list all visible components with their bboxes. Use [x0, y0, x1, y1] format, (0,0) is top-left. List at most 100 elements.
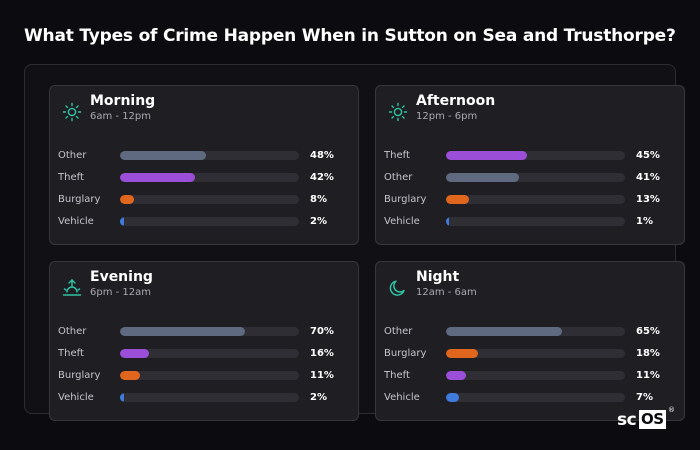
value-label: 70%: [310, 326, 334, 337]
bar-row: Burglary 13%: [376, 192, 686, 208]
value-label: 7%: [636, 392, 653, 403]
bar-row: Other 65%: [376, 324, 686, 340]
bar-row: Theft 42%: [50, 170, 360, 186]
sun-icon: [62, 102, 82, 122]
value-label: 45%: [636, 150, 660, 161]
bar-burglary: [120, 195, 134, 204]
category-label: Burglary: [384, 348, 427, 359]
value-label: 16%: [310, 348, 334, 359]
bar-row: Other 41%: [376, 170, 686, 186]
category-label: Other: [58, 326, 87, 337]
bar-track: [446, 151, 625, 160]
category-label: Vehicle: [384, 392, 420, 403]
bar-row: Other 70%: [50, 324, 360, 340]
card-title: Evening: [90, 269, 153, 285]
card-title: Night: [416, 269, 460, 285]
bar-track: [120, 327, 299, 336]
bar-track: [446, 217, 625, 226]
bar-vehicle: [120, 217, 124, 226]
bar-theft: [120, 349, 149, 358]
scos-logo: sc OS ®: [617, 406, 677, 432]
value-label: 8%: [310, 194, 327, 205]
bar-track: [120, 195, 299, 204]
category-label: Burglary: [58, 370, 101, 381]
card-evening: Evening 6pm - 12am Other 70% Theft 16% Burglar…: [49, 261, 359, 421]
bar-row: Other 48%: [50, 148, 360, 164]
value-label: 11%: [310, 370, 334, 381]
card-afternoon: Afternoon 12pm - 6pm Theft 45% Other 41% Burgl…: [375, 85, 685, 245]
bar-track: [120, 393, 299, 402]
value-label: 42%: [310, 172, 334, 183]
bar-burglary: [446, 195, 469, 204]
bar-row: Vehicle 7%: [376, 390, 686, 406]
bar-row: Vehicle 2%: [50, 214, 360, 230]
bar-vehicle: [120, 393, 124, 402]
bar-row: Theft 45%: [376, 148, 686, 164]
bar-other: [120, 327, 245, 336]
bar-row: Burglary 18%: [376, 346, 686, 362]
bar-track: [446, 371, 625, 380]
category-label: Vehicle: [58, 216, 94, 227]
bar-row: Burglary 8%: [50, 192, 360, 208]
card-title: Afternoon: [416, 93, 496, 109]
value-label: 48%: [310, 150, 334, 161]
bar-track: [120, 151, 299, 160]
bar-row: Theft 11%: [376, 368, 686, 384]
value-label: 2%: [310, 392, 327, 403]
category-label: Other: [384, 172, 413, 183]
category-label: Vehicle: [58, 392, 94, 403]
card-title: Morning: [90, 93, 156, 109]
logo-text-os: OS: [639, 410, 666, 429]
value-label: 11%: [636, 370, 660, 381]
bar-track: [446, 173, 625, 182]
bar-row: Vehicle 2%: [50, 390, 360, 406]
bar-theft: [446, 151, 527, 160]
bar-track: [446, 327, 625, 336]
bar-track: [120, 217, 299, 226]
category-label: Theft: [58, 348, 84, 359]
bar-theft: [120, 173, 195, 182]
value-label: 65%: [636, 326, 660, 337]
logo-text-sc: sc: [617, 410, 637, 430]
category-label: Vehicle: [384, 216, 420, 227]
card-time-range: 6am - 12pm: [90, 111, 152, 122]
bar-other: [446, 327, 562, 336]
bar-vehicle: [446, 393, 459, 402]
category-label: Burglary: [384, 194, 427, 205]
page-title: What Types of Crime Happen When in Sutto…: [24, 26, 676, 46]
bar-row: Burglary 11%: [50, 368, 360, 384]
bar-row: Vehicle 1%: [376, 214, 686, 230]
bar-track: [120, 349, 299, 358]
card-time-range: 12pm - 6pm: [416, 111, 478, 122]
bar-vehicle: [446, 217, 449, 226]
card-time-range: 6pm - 12am: [90, 287, 152, 298]
bar-track: [446, 393, 625, 402]
category-label: Other: [58, 150, 87, 161]
bar-row: Theft 16%: [50, 346, 360, 362]
category-label: Theft: [58, 172, 84, 183]
moon-icon: [388, 278, 408, 298]
category-label: Theft: [384, 150, 410, 161]
value-label: 1%: [636, 216, 653, 227]
value-label: 2%: [310, 216, 327, 227]
bar-track: [120, 173, 299, 182]
bar-track: [120, 371, 299, 380]
bar-track: [446, 349, 625, 358]
card-night: Night 12am - 6am Other 65% Burglary 18% Theft 1…: [375, 261, 685, 421]
category-label: Theft: [384, 370, 410, 381]
logo-registered-mark: ®: [668, 406, 675, 414]
bar-theft: [446, 371, 466, 380]
card-time-range: 12am - 6am: [416, 287, 477, 298]
value-label: 41%: [636, 172, 660, 183]
value-label: 13%: [636, 194, 660, 205]
bar-track: [446, 195, 625, 204]
bar-burglary: [446, 349, 478, 358]
bar-burglary: [120, 371, 140, 380]
value-label: 18%: [636, 348, 660, 359]
category-label: Burglary: [58, 194, 101, 205]
card-morning: Morning 6am - 12pm Other 48% Theft 42% Burglar…: [49, 85, 359, 245]
sunset-icon: [62, 278, 82, 298]
bar-other: [120, 151, 206, 160]
category-label: Other: [384, 326, 413, 337]
sun-icon: [388, 102, 408, 122]
